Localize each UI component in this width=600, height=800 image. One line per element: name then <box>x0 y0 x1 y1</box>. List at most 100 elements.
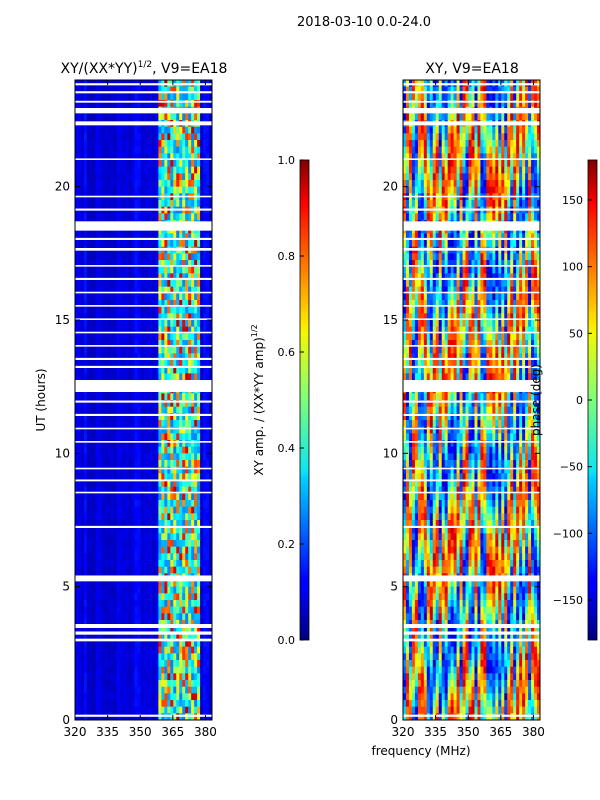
amp-heatmap-cell <box>137 160 141 168</box>
amp-heatmap-cell <box>83 200 88 208</box>
amp-heatmap-cell <box>149 280 153 288</box>
amp-heatmap-cell <box>77 633 82 641</box>
amp-heatmap-cell <box>128 100 132 108</box>
amp-heatmap-cell <box>185 586 189 594</box>
amp-heatmap-cell <box>158 600 162 608</box>
amp-heatmap-cell <box>101 286 106 294</box>
amp-heatmap-cell <box>188 566 192 574</box>
amp-heatmap-cell <box>113 113 118 121</box>
phase-heatmap-cell <box>408 626 413 634</box>
amp-heatmap-cell <box>161 393 165 401</box>
amp-heatmap-cell <box>131 373 135 381</box>
amp-heatmap-cell <box>209 473 212 481</box>
amp-heatmap-cell <box>161 640 165 648</box>
amp-heatmap-cell <box>152 400 156 408</box>
amp-heatmap-cell <box>116 466 121 474</box>
amp-heatmap-cell <box>140 353 144 361</box>
amp-heatmap-cell <box>125 86 130 94</box>
amp-heatmap-cell <box>203 460 207 468</box>
amp-heatmap-cell <box>176 540 180 548</box>
amp-heatmap-cell <box>209 126 212 134</box>
amp-heatmap-cell <box>86 166 91 174</box>
phase-heatmap-cell <box>408 280 413 288</box>
amp-heatmap-cell <box>119 286 124 294</box>
amp-heatmap-cell <box>113 446 118 454</box>
amp-heatmap-cell <box>116 333 121 341</box>
amp-heatmap-cell <box>125 340 130 348</box>
amp-heatmap-cell <box>86 286 91 294</box>
amp-heatmap-cell <box>161 260 165 268</box>
phase-heatmap-cell <box>403 506 407 514</box>
amp-heatmap-cell <box>164 86 168 94</box>
amp-heatmap-cell <box>203 633 207 641</box>
amp-heatmap-cell <box>113 486 118 494</box>
amp-heatmap-cell <box>158 486 162 494</box>
amp-heatmap-cell <box>209 166 212 174</box>
amp-heatmap-cell <box>140 260 144 268</box>
amp-heatmap-cell <box>125 700 130 708</box>
amp-heatmap-cell <box>170 240 174 248</box>
amp-heatmap-cell <box>113 280 118 288</box>
amp-heatmap-cell <box>209 293 212 301</box>
amp-heatmap-cell <box>161 533 165 541</box>
amp-heatmap-cell <box>146 506 150 514</box>
amp-heatmap-cell <box>110 360 115 368</box>
phase-heatmap-cell <box>403 433 407 441</box>
amp-heatmap-cell <box>173 466 177 474</box>
phase-heatmap-cell <box>411 273 416 281</box>
amp-heatmap-cell <box>113 346 118 354</box>
amp-heatmap-cell <box>95 653 100 661</box>
amp-heatmap-cell <box>110 706 115 714</box>
amp-heatmap-cell <box>149 213 153 221</box>
amp-heatmap-cell <box>173 506 177 514</box>
amp-heatmap-cell <box>137 593 141 601</box>
amp-heatmap-cell <box>131 540 135 548</box>
phase-heatmap-cell <box>411 586 416 594</box>
amp-heatmap-cell <box>161 286 165 294</box>
amp-heatmap-cell <box>113 180 118 188</box>
amp-heatmap-cell <box>119 466 124 474</box>
amp-heatmap-cell <box>107 673 112 681</box>
amp-heatmap-cell <box>206 420 210 428</box>
amp-heatmap-cell <box>75 566 79 574</box>
amp-heatmap-cell <box>149 320 153 328</box>
amp-heatmap-cell <box>173 240 177 248</box>
amp-heatmap-cell <box>137 686 141 694</box>
amp-heatmap-cell <box>83 540 88 548</box>
amp-heatmap-cell <box>122 293 127 301</box>
amp-heatmap-cell <box>143 633 147 641</box>
amp-heatmap-cell <box>95 233 100 241</box>
phase-heatmap-cell <box>403 520 407 528</box>
amp-heatmap-cell <box>95 453 100 461</box>
phase-heatmap-cell <box>408 93 413 101</box>
amp-heatmap-cell <box>152 413 156 421</box>
amp-heatmap-cell <box>110 433 115 441</box>
amp-heatmap-cell <box>128 506 132 514</box>
amp-heatmap-cell <box>116 260 121 268</box>
amp-heatmap-cell <box>116 666 121 674</box>
phase-heatmap-cell <box>403 353 407 361</box>
amp-heatmap-cell <box>101 540 106 548</box>
amp-heatmap-cell <box>161 566 165 574</box>
amp-heatmap-cell <box>137 166 141 174</box>
amp-heatmap-cell <box>209 280 212 288</box>
amp-heatmap-cell <box>155 213 159 221</box>
amp-heatmap-cell <box>209 633 212 641</box>
amp-heatmap-cell <box>203 666 207 674</box>
amp-heatmap-cell <box>155 326 159 334</box>
amp-heatmap-cell <box>182 146 186 154</box>
amp-heatmap-cell <box>116 546 121 554</box>
amp-heatmap-cell <box>83 366 88 374</box>
amp-heatmap-cell <box>149 413 153 421</box>
amp-heatmap-cell <box>209 660 212 668</box>
amp-heatmap-cell <box>95 646 100 654</box>
amp-heatmap-cell <box>206 280 210 288</box>
amp-heatmap-cell <box>185 346 189 354</box>
amp-heatmap-cell <box>143 333 147 341</box>
amp-heatmap-cell <box>170 506 174 514</box>
amp-heatmap-cell <box>191 546 195 554</box>
amp-heatmap-cell <box>164 306 168 314</box>
amp-heatmap-cell <box>137 126 141 134</box>
amp-heatmap-cell <box>203 393 207 401</box>
amp-heatmap-cell <box>185 293 189 301</box>
